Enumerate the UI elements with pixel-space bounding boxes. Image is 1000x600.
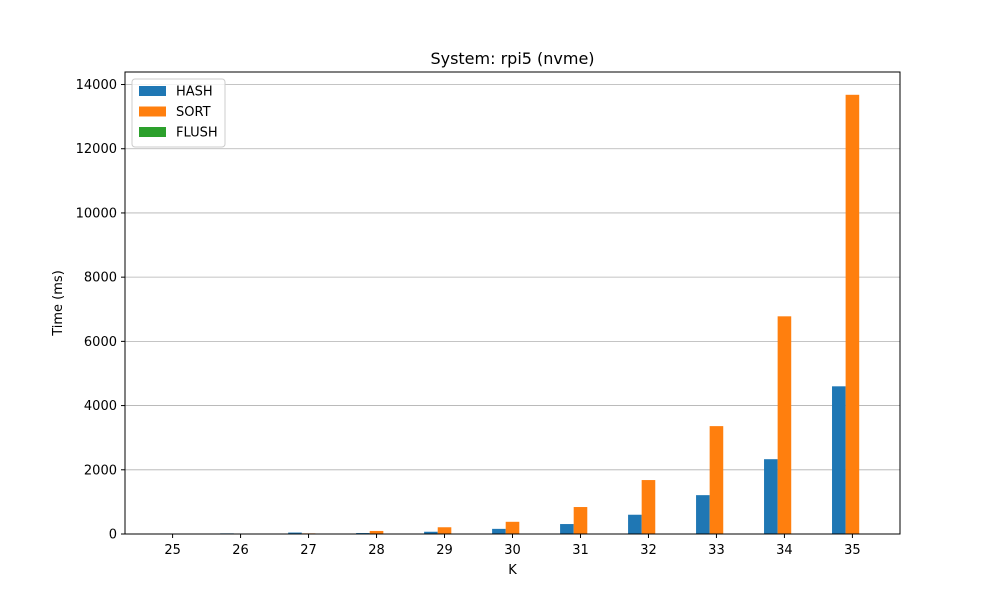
bar-hash-33 <box>696 495 710 534</box>
legend-label-flush: FLUSH <box>176 126 218 141</box>
chart-title: System: rpi5 (nvme) <box>430 49 594 68</box>
bar-hash-27 <box>288 532 302 534</box>
bar-sort-34 <box>777 316 792 534</box>
bar-hash-30 <box>492 528 506 534</box>
bar-sort-35 <box>845 94 860 535</box>
legend-swatch-sort <box>139 106 166 117</box>
y-tick-label: 8000 <box>84 271 117 286</box>
x-tick-label: 33 <box>708 543 725 558</box>
bar-hash-34 <box>764 459 778 534</box>
bar-hash-35 <box>832 386 846 534</box>
x-tick-label: 31 <box>572 543 589 558</box>
bar-sort-32 <box>641 480 656 534</box>
x-axis-title: K <box>508 563 517 578</box>
bar-hash-32 <box>628 514 642 534</box>
x-tick-label: 28 <box>368 543 385 558</box>
bar-sort-28 <box>369 530 384 534</box>
y-tick-label: 0 <box>109 528 117 543</box>
y-tick-label: 12000 <box>76 142 117 157</box>
y-tick-label: 2000 <box>84 463 117 478</box>
x-tick-label: 32 <box>640 543 657 558</box>
legend: HASH SORT FLUSH <box>131 78 226 148</box>
bar-sort-30 <box>505 521 520 534</box>
x-tick-label: 26 <box>232 543 249 558</box>
bar-sort-31 <box>573 507 588 534</box>
x-tick-label: 25 <box>164 543 181 558</box>
bars <box>152 94 860 535</box>
y-tick-label: 6000 <box>84 335 117 350</box>
bar-sort-29 <box>437 527 452 534</box>
x-tick-label: 30 <box>504 543 521 558</box>
x-tick-label: 27 <box>300 543 317 558</box>
legend-label-sort: SORT <box>176 105 211 120</box>
y-axis-title: Time (ms) <box>51 270 66 337</box>
x-tick-label: 35 <box>844 543 861 558</box>
x-tick-label: 29 <box>436 543 453 558</box>
y-tick-label: 10000 <box>76 206 117 221</box>
bar-sort-33 <box>709 426 724 534</box>
y-tick-label: 4000 <box>84 399 117 414</box>
grid-lines <box>125 84 900 535</box>
legend-label-hash: HASH <box>176 85 213 100</box>
bar-hash-31 <box>560 524 574 534</box>
x-tick-label: 34 <box>776 543 793 558</box>
bar-hash-29 <box>424 531 438 534</box>
y-axis-ticks: 0 2000 4000 6000 8000 10000 12000 14000 <box>76 78 125 543</box>
y-tick-label: 14000 <box>76 78 117 93</box>
legend-swatch-flush <box>139 127 166 137</box>
legend-swatch-hash <box>139 86 166 96</box>
x-axis-ticks: 25 26 27 28 29 30 31 32 33 34 35 <box>164 534 861 558</box>
